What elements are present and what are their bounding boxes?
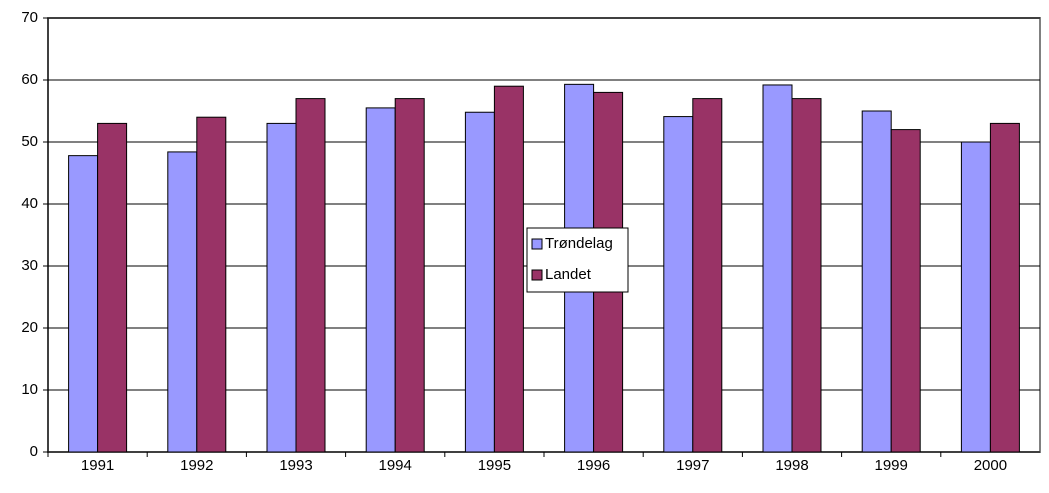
y-tick-label: 30 <box>21 257 38 274</box>
bar <box>493 85 524 453</box>
x-tick-label: 1991 <box>81 457 114 474</box>
x-tick-label: 1997 <box>676 457 709 474</box>
bar <box>960 141 991 453</box>
bar <box>464 111 495 453</box>
bar <box>692 98 723 453</box>
bar <box>167 151 198 453</box>
bar <box>365 107 396 453</box>
legend-label: Landet <box>545 266 592 283</box>
bar <box>394 98 425 453</box>
bar <box>791 98 822 453</box>
x-tick-label: 1998 <box>775 457 808 474</box>
bar <box>890 129 921 453</box>
bar <box>196 116 227 453</box>
x-tick-label: 1996 <box>577 457 610 474</box>
x-tick-label: 1993 <box>279 457 312 474</box>
bar <box>97 122 128 453</box>
x-tick-label: 1999 <box>875 457 908 474</box>
bar <box>861 110 892 453</box>
x-tick-label: 1995 <box>478 457 511 474</box>
bar <box>989 122 1020 453</box>
y-tick-label: 10 <box>21 381 38 398</box>
legend-label: Trøndelag <box>545 235 613 252</box>
x-tick-label: 2000 <box>974 457 1007 474</box>
y-tick-label: 0 <box>30 443 38 460</box>
x-tick-label: 1992 <box>180 457 213 474</box>
y-tick-label: 50 <box>21 133 38 150</box>
y-tick-label: 60 <box>21 71 38 88</box>
bar <box>663 116 694 453</box>
bar <box>68 155 99 453</box>
legend-box <box>526 227 629 293</box>
bar <box>266 122 297 453</box>
bar <box>295 98 326 453</box>
y-tick-label: 70 <box>21 9 38 26</box>
x-tick-label: 1994 <box>379 457 412 474</box>
legend-swatch <box>531 238 543 250</box>
bar <box>762 84 793 453</box>
legend-swatch <box>531 269 543 281</box>
y-tick-label: 40 <box>21 195 38 212</box>
y-tick-label: 20 <box>21 319 38 336</box>
